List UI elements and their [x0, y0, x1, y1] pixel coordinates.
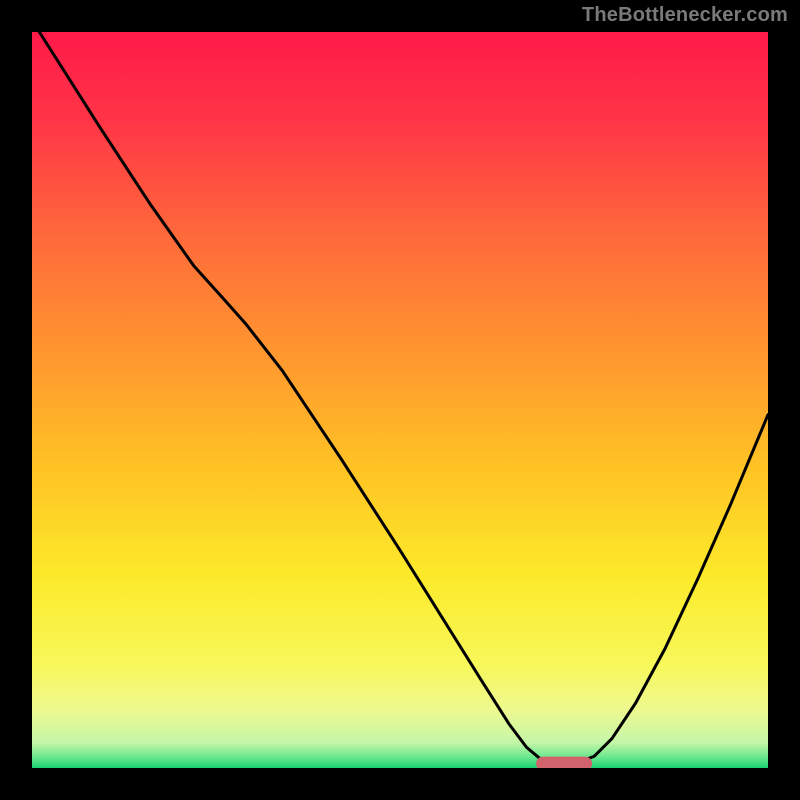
gradient-background: [32, 32, 768, 768]
plot-area: [32, 32, 768, 771]
bottleneck-chart: [0, 0, 800, 800]
watermark-text: TheBottlenecker.com: [582, 4, 788, 27]
chart-container: TheBottlenecker.com: [0, 0, 800, 800]
